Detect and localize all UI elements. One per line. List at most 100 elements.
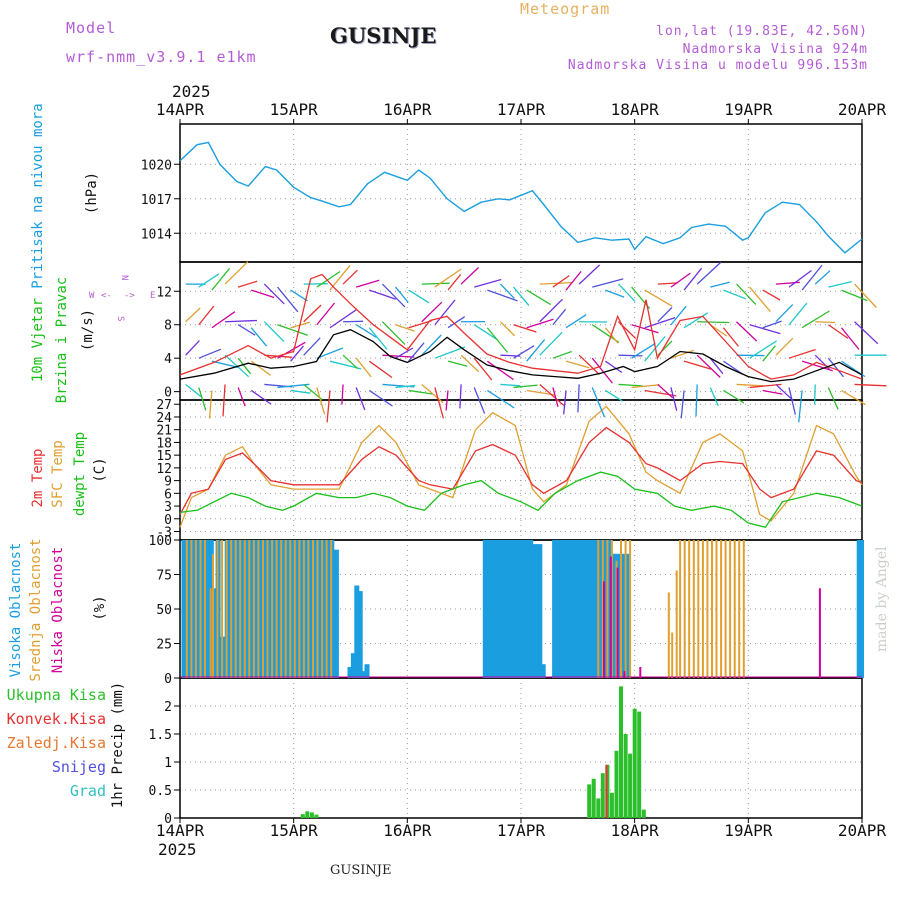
y-tick-label: 0.5 <box>149 784 172 799</box>
x-tick-label-top: 16APR <box>383 100 432 119</box>
precip-legend-item: Konvek.Kisa <box>7 710 106 728</box>
cloud-bar-mid <box>185 540 188 678</box>
wind-arrow <box>237 280 258 288</box>
wind-arrow <box>513 345 535 359</box>
wind-arrow <box>355 279 380 288</box>
cloud-bar-high <box>333 549 339 678</box>
temp-unit: (C) <box>92 457 108 482</box>
wind-arrow <box>486 360 514 381</box>
cloud-bar-low <box>609 556 612 678</box>
wind-arrow <box>788 302 808 326</box>
wind-arrow <box>592 278 624 288</box>
wind-arrow <box>657 307 673 323</box>
wind-arrow <box>577 384 580 413</box>
model-altitude-label: Nadmorska Visina u modelu 996.153m <box>567 58 868 73</box>
y-tick-label: 24 <box>156 411 172 426</box>
cloud-bar-mid <box>257 540 260 678</box>
cloud-bar-mid <box>289 540 292 678</box>
cloud-bar-high <box>186 540 192 678</box>
wind-arrow <box>736 383 765 387</box>
wind-arrow <box>185 383 202 398</box>
wind-arrow <box>854 283 877 308</box>
wind-arrow <box>539 331 563 356</box>
pressure-unit: (hPa) <box>84 172 100 214</box>
cloud-bar-high <box>195 540 201 678</box>
wind-arrow <box>788 348 816 359</box>
wind-arrow <box>434 387 445 419</box>
wind-arrow <box>395 384 416 389</box>
y-tick-label: 9 <box>164 475 172 490</box>
wind-arrow <box>670 305 687 326</box>
cloud-bar-mid <box>720 540 723 678</box>
wind-arrow <box>749 324 781 335</box>
wind-arrow <box>447 316 466 329</box>
wind-arrow <box>723 389 745 404</box>
cloud-bar-mid <box>597 540 600 678</box>
precip-bar-total <box>637 711 642 818</box>
wind-arrow <box>342 354 359 370</box>
cloud-bar-high <box>190 540 196 678</box>
footer-station: GUSINJE <box>330 863 391 878</box>
wind-arrow <box>473 387 486 414</box>
wind-arrow <box>408 320 432 329</box>
x-tick-label-top: 20APR <box>838 100 887 119</box>
y-tick-label: 75 <box>156 569 172 584</box>
wind-arrow <box>618 383 643 387</box>
y-tick-label: 0 <box>164 812 172 827</box>
wind-arrow <box>736 321 758 342</box>
wind-arrow <box>723 289 747 300</box>
wind-arrow <box>316 302 336 326</box>
wind-arrow <box>827 357 845 378</box>
cloud-bar-mid <box>733 540 736 678</box>
wind-arrow <box>263 283 285 305</box>
lonlat-label: lon,lat (19.83E, 42.56N) <box>656 24 868 39</box>
precip-bar-total <box>623 734 628 818</box>
wind-arrow <box>198 348 222 359</box>
cloud-bar-mid <box>221 540 224 678</box>
y-tick-label: 18 <box>156 436 172 451</box>
y-tick-label: 1014 <box>141 227 172 242</box>
cloud-bar-high <box>565 540 571 678</box>
y-tick-label: 15 <box>156 449 172 464</box>
cloud-bar-mid <box>697 540 700 678</box>
precip-bar-total <box>305 811 310 818</box>
compass-s: S <box>115 316 125 321</box>
cloud-bar-mid <box>225 540 228 678</box>
wind-arrow <box>841 389 866 406</box>
cloud-bar-mid <box>729 540 732 678</box>
cloud-bar-high <box>611 553 617 678</box>
cloud-bar-high <box>583 540 589 678</box>
wind-arrow <box>225 319 258 323</box>
wind-arrow <box>355 357 372 378</box>
cloud-bar-high <box>199 540 205 678</box>
wind-arrow <box>368 389 393 407</box>
x-tick-label-bottom: 19APR <box>724 821 773 840</box>
wind-arrow <box>526 289 551 306</box>
wind-arrow <box>539 298 563 323</box>
cloud-bar-mid <box>307 540 310 678</box>
wind-arrow <box>854 383 887 387</box>
wind-arrow <box>474 278 502 288</box>
cloud-bar-mid <box>610 540 613 678</box>
wind-arrow <box>486 389 515 409</box>
cloud-bar-high <box>528 540 534 678</box>
wind-label: 10m Vjetar <box>30 298 46 382</box>
wind-arrow <box>788 387 797 415</box>
cloud-bar-high <box>606 540 612 678</box>
cloud-bar-high <box>537 544 543 678</box>
wind-arrow <box>631 342 656 359</box>
wind-arrow <box>185 307 201 323</box>
cloud-bar-high <box>500 540 506 678</box>
wind-arrow <box>408 389 433 395</box>
wind-arrow <box>697 321 730 324</box>
cloud-bar-mid <box>330 540 333 678</box>
compass-left: <- <box>101 291 112 301</box>
cloud-bar-mid <box>234 540 237 678</box>
cloud-bar-mid <box>742 540 745 678</box>
wind-arrow <box>447 274 462 291</box>
wind-arrow <box>565 360 590 369</box>
cloud-bar-mid <box>629 540 632 678</box>
wind-arrow <box>854 321 879 345</box>
wind-arrow <box>303 337 321 356</box>
